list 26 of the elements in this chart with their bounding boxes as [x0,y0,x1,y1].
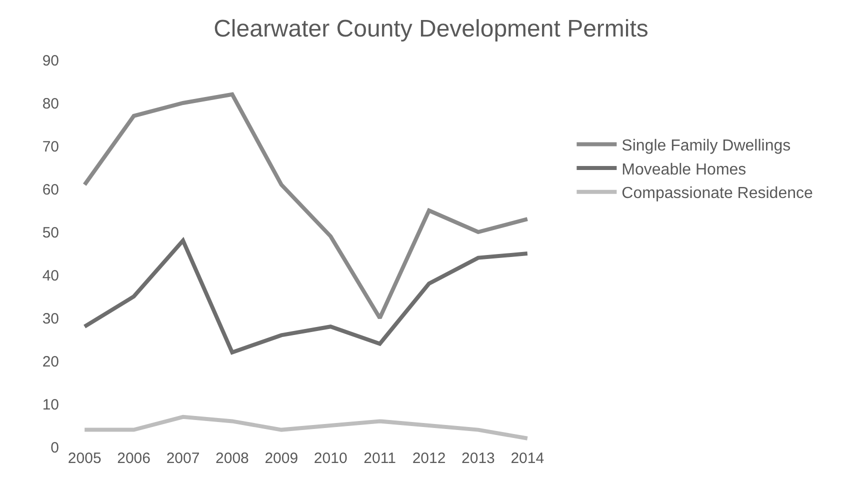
y-tick-label: 40 [42,267,59,284]
x-tick-label: 2007 [166,450,200,467]
line-series [82,92,530,320]
x-tick-label: 2013 [462,450,495,467]
y-tick-label: 80 [42,95,59,112]
legend-label: Single Family Dwellings [622,138,791,154]
x-tick-label: 2012 [412,450,446,467]
y-tick-label: 60 [42,181,59,198]
x-tick-label: 2005 [68,450,102,467]
x-tick-label: 2006 [117,450,150,467]
x-tick-label: 2008 [216,450,249,467]
legend-label: Moveable Homes [622,161,746,178]
y-tick-label: 30 [42,310,59,328]
y-tick-label: 90 [42,52,59,70]
legend-label: Compassionate Residence [622,185,813,202]
y-tick-label: 10 [42,396,59,414]
chart-title: Clearwater County Development Permits [214,15,648,42]
x-tick-label: 2010 [314,450,348,467]
y-tick-label: 20 [42,353,59,370]
x-tick-label: 2009 [264,450,298,467]
x-tick-label: 2011 [364,450,396,467]
x-tick-label: 2014 [510,450,544,467]
y-tick-label: 70 [42,138,59,156]
y-tick-label: 50 [42,224,59,242]
line-series [82,414,530,440]
y-tick-label: 0 [50,439,59,456]
